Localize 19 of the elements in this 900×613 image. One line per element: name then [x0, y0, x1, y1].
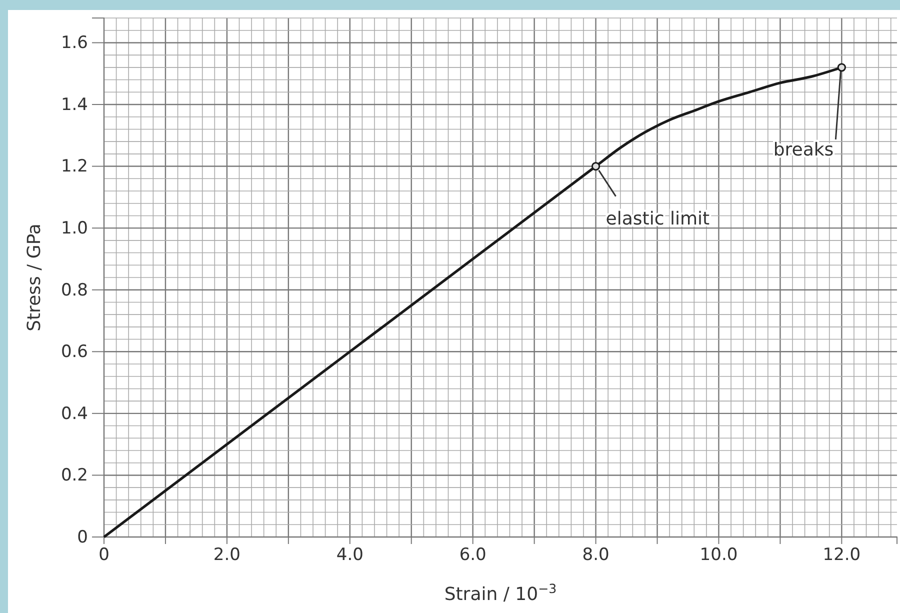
x-tick-label: 2.0	[213, 545, 240, 566]
y-axis-title: Stress / GPa	[24, 224, 45, 332]
y-tick-label: 0.2	[60, 466, 88, 486]
y-tick-label: 1.0	[60, 218, 88, 239]
annotation: breaks	[773, 139, 834, 160]
x-tick-label: 6.0	[459, 545, 486, 566]
x-tick-label: 12.0	[822, 545, 861, 566]
y-tick-label: 1.4	[60, 94, 88, 115]
y-tick-label: 0.8	[60, 280, 88, 300]
x-axis-title: Strain / 10$^{−3}$	[444, 580, 557, 605]
x-tick-label: 8.0	[582, 545, 610, 566]
x-tick-label: 4.0	[336, 545, 364, 566]
y-tick-label: 1.2	[60, 156, 88, 177]
y-tick-label: 0.4	[60, 404, 88, 424]
y-tick-label: 0	[77, 527, 88, 548]
x-tick-label: 0	[98, 545, 110, 566]
y-tick-label: 1.6	[60, 33, 88, 54]
y-tick-label: 0.6	[60, 342, 88, 362]
x-tick-label: 10.0	[700, 545, 738, 566]
